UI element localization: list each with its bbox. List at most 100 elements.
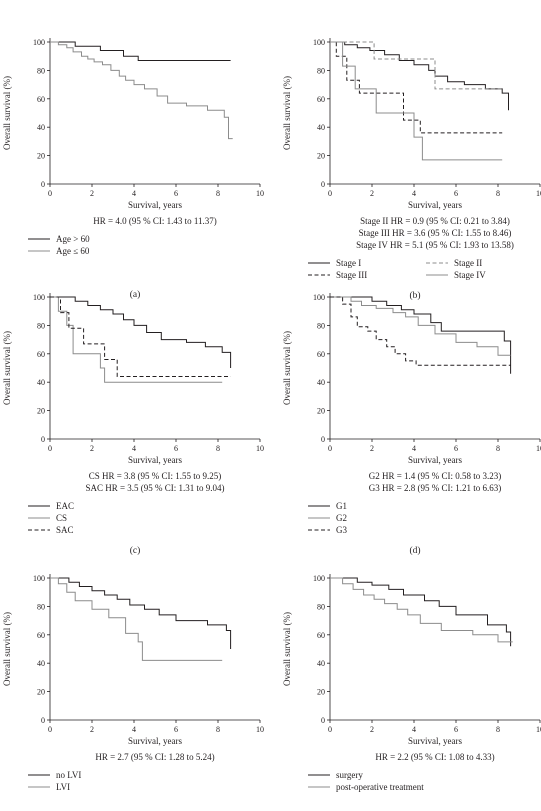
legend-label: Stage IV [454,270,486,280]
x-tick-label: 0 [328,189,332,198]
x-tick-label: 2 [90,189,94,198]
x-tick-label: 0 [48,725,52,734]
curve-eac [50,296,232,368]
y-tick-label: 100 [313,574,325,583]
legend-label: Stage II [454,258,482,268]
curve-age-60 [50,41,233,140]
x-tick-label: 4 [132,444,136,453]
y-tick-label: 40 [317,123,325,132]
curve-stage-iv [330,41,503,161]
legend-label: post-operative treatment [336,782,424,792]
x-tick-label: 4 [412,444,416,453]
curve-no-lvi [50,577,232,649]
hr-text: HR = 2.7 (95 % CI: 1.28 to 5.24) [95,752,214,762]
x-axis-label: Survival, years [128,455,182,465]
x-tick-label: 4 [132,725,136,734]
y-tick-label: 100 [33,38,45,47]
legend-label: EAC [56,501,74,511]
x-tick-label: 10 [536,189,541,198]
x-tick-label: 10 [536,444,541,453]
legend-label: LVI [56,782,70,792]
hr-text: HR = 2.2 (95 % CI: 1.08 to 4.33) [375,752,494,762]
curve-cs [50,296,223,383]
x-tick-label: 2 [370,444,374,453]
legend-label: no LVI [56,770,81,780]
y-tick-label: 0 [41,435,45,444]
x-axis-label: Survival, years [408,455,462,465]
panel-caption: (c) [130,545,141,556]
y-tick-label: 40 [37,123,45,132]
y-tick-label: 100 [33,574,45,583]
legend-label: Stage III [336,270,367,280]
hr-text: HR = 4.0 (95 % CI: 1.43 to 11.37) [93,216,217,226]
y-axis-label: Overall survival (%) [282,76,292,150]
y-axis-label: Overall survival (%) [2,331,12,405]
x-tick-label: 0 [48,189,52,198]
x-tick-label: 0 [328,725,332,734]
y-tick-label: 0 [321,716,325,725]
x-tick-label: 4 [412,725,416,734]
x-tick-label: 10 [256,725,264,734]
y-tick-label: 60 [317,95,325,104]
x-tick-label: 6 [454,725,458,734]
x-tick-label: 8 [216,189,220,198]
curve-post-operative-treatment [330,577,513,643]
x-tick-label: 8 [496,725,500,734]
x-tick-label: 6 [454,444,458,453]
x-tick-label: 10 [536,725,541,734]
legend-label: Age > 60 [56,234,90,244]
x-tick-label: 2 [370,725,374,734]
y-tick-label: 100 [313,38,325,47]
y-tick-label: 100 [313,293,325,302]
y-tick-label: 20 [37,407,45,416]
hr-text: CS HR = 3.8 (95 % CI: 1.55 to 9.25) [89,471,222,481]
curve-g1 [330,296,512,374]
y-tick-label: 40 [317,659,325,668]
legend-label: G3 [336,525,347,535]
y-tick-label: 80 [317,66,325,75]
curve-g2 [330,296,511,356]
curve-stage-ii [330,41,503,90]
y-tick-label: 40 [37,378,45,387]
y-tick-label: 80 [37,321,45,330]
x-tick-label: 10 [256,444,264,453]
y-tick-label: 0 [41,716,45,725]
y-tick-label: 0 [321,180,325,189]
x-tick-label: 4 [132,189,136,198]
x-tick-label: 10 [256,189,264,198]
curve-lvi [50,577,223,661]
x-tick-label: 8 [496,444,500,453]
x-tick-label: 0 [328,444,332,453]
legend-label: surgery [336,770,363,780]
hr-text: G3 HR = 2.8 (95 % CI: 1.21 to 6.63) [369,483,502,493]
curve-stage-i [330,41,509,111]
y-tick-label: 60 [37,95,45,104]
y-tick-label: 0 [41,180,45,189]
y-axis-label: Overall survival (%) [2,612,12,686]
y-tick-label: 80 [317,602,325,611]
y-tick-label: 100 [33,293,45,302]
hr-text: G2 HR = 1.4 (95 % CI: 0.58 to 3.23) [369,471,502,481]
y-tick-label: 20 [317,407,325,416]
y-axis-label: Overall survival (%) [282,612,292,686]
x-axis-label: Survival, years [408,200,462,210]
x-tick-label: 8 [496,189,500,198]
y-tick-label: 20 [317,688,325,697]
y-tick-label: 80 [37,602,45,611]
y-tick-label: 20 [37,688,45,697]
x-tick-label: 6 [174,444,178,453]
y-tick-label: 60 [37,631,45,640]
x-axis-label: Survival, years [128,200,182,210]
panel-caption: (a) [130,289,141,300]
legend-label: CS [56,513,67,523]
x-axis-label: Survival, years [408,736,462,746]
legend-label: G2 [336,513,347,523]
hr-text: Stage III HR = 3.6 (95 % CI: 1.55 to 8.4… [359,228,512,238]
y-tick-label: 0 [321,435,325,444]
hr-text: Stage II HR = 0.9 (95 % CI: 0.21 to 3.84… [360,216,510,226]
